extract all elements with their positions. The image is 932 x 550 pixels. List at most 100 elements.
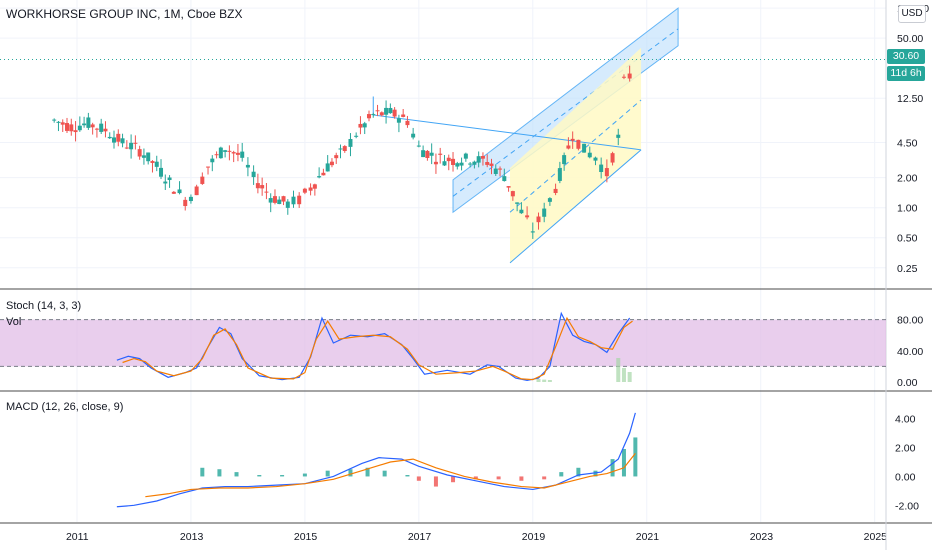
candle-body [297, 195, 302, 205]
candle-body [388, 107, 393, 114]
macd-histogram-bar [234, 472, 239, 477]
candle-body [480, 156, 485, 159]
candle-body [159, 167, 164, 177]
candle-body [312, 184, 317, 189]
candle-body [476, 156, 481, 163]
last-price-tag: 30.60 [887, 49, 925, 64]
candle-body [425, 150, 430, 158]
macd-histogram-bar [302, 473, 307, 477]
time-axis-label: 2013 [180, 531, 204, 543]
candle-body [90, 124, 95, 128]
candle-body [502, 176, 507, 182]
candle-body [519, 209, 524, 214]
candle-body [593, 157, 598, 161]
stoch-axis-label: 40.00 [897, 346, 923, 358]
yellow-channel-midline [509, 99, 642, 213]
macd-histogram-bar [519, 476, 524, 481]
candle-body [510, 191, 515, 197]
macd-histogram-bar [405, 475, 410, 477]
stoch-line-pct-d [122, 316, 633, 381]
candle-body [272, 196, 277, 203]
stoch-axis-label: 0.00 [897, 377, 918, 389]
candle-body [421, 150, 426, 158]
candle-body [317, 176, 322, 178]
volume-bar [547, 380, 552, 382]
candle-body [459, 162, 464, 166]
candle-body [557, 168, 562, 181]
candle-body [463, 153, 468, 159]
candle-body [277, 199, 282, 205]
candle-body [291, 196, 296, 205]
candle-body [94, 128, 99, 130]
candle-body [183, 199, 188, 207]
candle-body [69, 124, 74, 132]
candle-body [433, 161, 438, 165]
macd-histogram-bar [633, 437, 638, 477]
candle-body [371, 114, 376, 116]
candle-body [77, 125, 82, 131]
candle-body [570, 138, 575, 141]
candle-body [141, 155, 146, 158]
macd-histogram-bar [416, 476, 421, 481]
stoch-label: Stoch (14, 3, 3) [6, 300, 82, 312]
macd-axis-label: 2.00 [895, 443, 916, 455]
time-axis-label: 2011 [66, 531, 89, 543]
candle-body [472, 161, 477, 165]
yellow-channel [510, 47, 642, 263]
time-axis-label: 2019 [522, 531, 546, 543]
candle-body [268, 198, 273, 203]
macd-histogram-bar [433, 476, 438, 487]
candle-body [366, 114, 371, 119]
candle-body [321, 172, 326, 176]
candle-body [604, 168, 609, 177]
candle-body [200, 176, 205, 184]
macd-histogram-bar [621, 449, 626, 477]
macd-label: MACD (12, 26, close, 9) [6, 401, 124, 413]
candle-body [582, 143, 587, 153]
macd-histogram-bar [200, 467, 205, 477]
candle-body [150, 161, 155, 163]
candle-body [188, 196, 193, 202]
time-axis-label: 2015 [294, 531, 318, 543]
candle-body [227, 150, 232, 152]
candle-body [610, 153, 615, 163]
volume-bar [542, 379, 547, 382]
stoch-band [0, 319, 886, 367]
candle-body [240, 151, 245, 158]
macd-histogram-bar [576, 467, 581, 477]
candle-body [411, 133, 416, 138]
candle-body [52, 119, 57, 121]
candle-body [342, 146, 347, 151]
candle-body [223, 150, 228, 152]
candle-body [384, 107, 389, 115]
candle-body [235, 152, 240, 155]
price-axis-label: 50.00 [897, 33, 923, 45]
candle-body [416, 145, 421, 147]
candle-body [621, 76, 626, 78]
candle-body [163, 181, 168, 184]
candle-body [124, 147, 129, 149]
macd-axis-label: 0.00 [895, 471, 916, 483]
candle-body [405, 120, 410, 126]
volume-bar [621, 368, 626, 382]
time-axis-label: 2021 [636, 531, 660, 543]
candle-body [446, 157, 451, 162]
time-axis-label: 2023 [750, 531, 774, 543]
candle-body [251, 171, 256, 178]
macd-line-signal [145, 452, 636, 498]
candle-body [455, 163, 460, 167]
candle-body [547, 198, 552, 202]
candle-body [599, 164, 604, 173]
candle-body [506, 186, 511, 188]
candle-body [553, 188, 558, 194]
candle-body [218, 147, 223, 159]
macd-histogram-bar [325, 470, 330, 477]
candle-body [214, 154, 219, 156]
candle-body [451, 158, 456, 165]
currency-button[interactable]: USD [898, 5, 926, 23]
macd-histogram-bar [217, 469, 222, 477]
candle-body [329, 161, 334, 166]
candle-body [281, 196, 286, 202]
